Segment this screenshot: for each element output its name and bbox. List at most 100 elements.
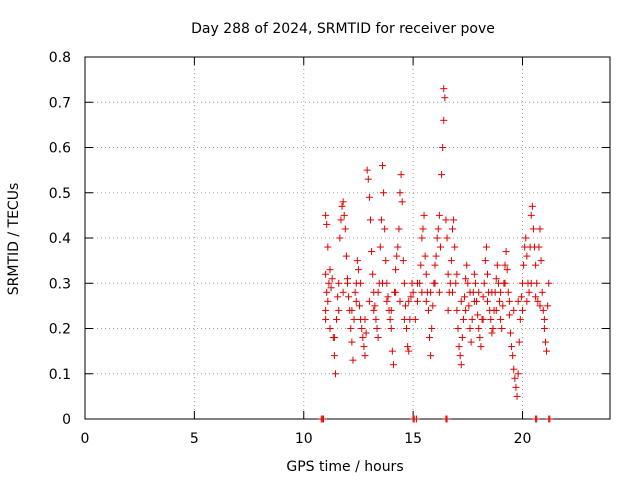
data-point <box>412 415 420 423</box>
data-point <box>492 306 500 314</box>
data-point <box>535 243 543 251</box>
data-point <box>462 306 470 314</box>
data-point <box>471 279 479 287</box>
data-point <box>482 243 490 251</box>
data-point <box>427 288 435 296</box>
data-point <box>396 189 404 197</box>
data-point <box>354 266 362 274</box>
data-point <box>525 288 533 296</box>
data-point <box>341 225 349 233</box>
data-point <box>536 302 544 310</box>
data-point <box>498 325 506 332</box>
data-point <box>481 257 489 265</box>
data-point <box>393 252 401 260</box>
data-point <box>510 306 518 314</box>
data-point <box>363 166 371 174</box>
data-point <box>405 297 413 305</box>
data-points <box>317 85 554 423</box>
data-point <box>432 252 440 260</box>
data-point <box>514 297 522 305</box>
data-point <box>418 234 426 242</box>
data-point <box>477 343 485 351</box>
data-point <box>533 415 541 423</box>
data-point <box>325 279 333 287</box>
data-point <box>421 252 429 260</box>
data-point <box>439 144 447 151</box>
data-point <box>342 252 350 260</box>
data-point <box>327 284 335 292</box>
data-point <box>404 343 412 351</box>
data-point <box>540 315 548 323</box>
data-point <box>459 315 467 323</box>
data-point <box>532 261 540 269</box>
y-tick-label: 0.2 <box>49 322 71 338</box>
data-point <box>497 288 505 296</box>
data-point <box>351 288 359 296</box>
data-point <box>441 94 449 102</box>
data-point <box>470 270 478 278</box>
data-point <box>384 293 392 301</box>
data-point <box>496 297 504 305</box>
data-point <box>387 325 395 332</box>
data-point <box>364 175 372 183</box>
data-point <box>444 306 452 314</box>
data-point <box>388 347 396 355</box>
x-tick-label: 0 <box>81 431 90 447</box>
data-point <box>431 261 439 269</box>
data-point <box>328 275 336 283</box>
data-point <box>467 338 475 346</box>
data-point <box>479 315 487 323</box>
data-point <box>523 252 531 260</box>
data-point <box>371 302 379 310</box>
data-point <box>373 325 381 332</box>
data-point <box>356 302 364 310</box>
data-point <box>326 325 334 332</box>
data-point <box>379 279 386 287</box>
data-point <box>379 162 386 170</box>
data-point <box>361 352 369 360</box>
data-point <box>461 293 469 301</box>
data-point <box>468 315 476 323</box>
data-point <box>493 261 501 269</box>
data-point <box>362 329 370 337</box>
data-point <box>544 302 552 310</box>
data-point <box>527 279 535 287</box>
data-point <box>457 297 465 305</box>
data-point <box>541 338 549 346</box>
data-point <box>527 211 535 219</box>
data-point <box>476 334 484 342</box>
x-tick-label: 10 <box>295 431 313 447</box>
data-point <box>400 279 408 287</box>
data-point <box>522 234 530 242</box>
data-point <box>392 266 400 274</box>
data-point <box>405 347 413 355</box>
data-point <box>479 293 487 301</box>
data-point <box>463 261 471 269</box>
data-point <box>419 225 427 233</box>
data-point <box>333 315 341 323</box>
data-point <box>431 279 439 287</box>
data-point <box>532 293 540 301</box>
data-point <box>480 279 488 287</box>
data-point <box>368 248 376 256</box>
data-point <box>438 171 446 179</box>
data-point <box>474 311 482 319</box>
data-point <box>466 288 474 296</box>
data-point <box>414 279 421 287</box>
data-point <box>397 171 405 179</box>
data-point <box>427 352 435 360</box>
data-point <box>501 261 509 269</box>
data-point <box>440 85 448 93</box>
data-point <box>322 306 330 314</box>
data-point <box>424 306 432 314</box>
data-point <box>319 415 327 423</box>
data-point <box>374 288 382 296</box>
data-point <box>452 279 460 287</box>
data-point <box>519 306 526 314</box>
data-point <box>389 361 397 369</box>
x-axis-label: GPS time / hours <box>286 459 403 475</box>
data-point <box>407 293 415 301</box>
data-point <box>501 279 509 287</box>
data-point <box>545 279 553 287</box>
